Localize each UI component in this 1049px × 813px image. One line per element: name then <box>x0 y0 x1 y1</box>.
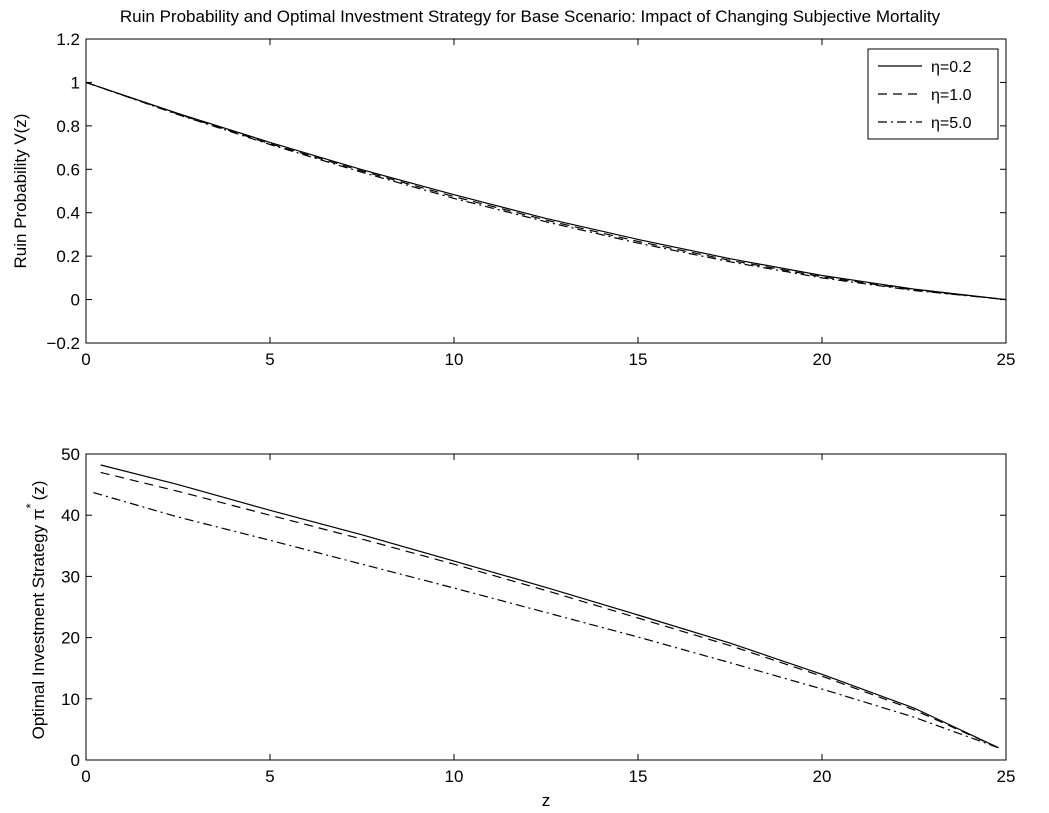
investment-strategy-x-tick-label: 0 <box>81 767 90 786</box>
legend-box <box>867 48 999 140</box>
ruin-probability-y-tick-label: 0 <box>71 291 80 310</box>
figure-title: Ruin Probability and Optimal Investment … <box>120 7 941 26</box>
ruin-probability-y-tick-label: −0.2 <box>46 334 80 353</box>
ruin-probability-y-tick-label: 0.4 <box>56 204 80 223</box>
ruin-probability-series-2-line <box>85 81 1007 301</box>
investment-strategy-x-tick-label: 5 <box>265 767 274 786</box>
investment-strategy-x-tick-label: 10 <box>445 767 464 786</box>
investment-strategy-x-tick-label: 15 <box>629 767 648 786</box>
ruin-probability-marks: 0 5 10 15 20 25−0.200.20.40.60.811.2 <box>46 30 1015 369</box>
investment-strategy-panel: 0 5 10 15 20 25 0 10 20 30 40 50 Optimal Investment… <box>23 445 1015 810</box>
investment-strategy-ylabel-superscript: * <box>23 503 38 508</box>
investment-strategy-y-tick-label: 50 <box>61 445 80 464</box>
ruin-probability-x-tick-label: 5 <box>265 350 274 369</box>
ruin-probability-x-tick-label: 15 <box>629 350 648 369</box>
legend-label-1: η=0.2 <box>931 59 972 76</box>
investment-strategy-xlabel: z <box>542 791 551 810</box>
ruin-probability-y-tick-label: 0.6 <box>56 160 80 179</box>
investment-strategy-ylabel-main: Optimal Investment Strategy π <box>29 508 48 739</box>
ruin-probability-x-tick-label: 10 <box>445 350 464 369</box>
investment-strategy-y-tick-label: 10 <box>61 690 80 709</box>
legend-label-2: η=1.0 <box>931 87 972 104</box>
investment-strategy-plot-frame <box>85 453 1007 761</box>
ruin-probability-series-3-line <box>85 81 1007 301</box>
investment-strategy-marks: 0 5 10 15 20 25 0 10 20 30 40 50 <box>61 445 1015 786</box>
ruin-probability-x-tick-label: 25 <box>997 350 1016 369</box>
investment-strategy-x-tick-label: 20 <box>813 767 832 786</box>
investment-strategy-y-tick-label: 40 <box>61 506 80 525</box>
ruin-probability-panel: 0 5 10 15 20 25−0.200.20.40.60.811.2 Ruin Pro… <box>11 30 1015 369</box>
ruin-probability-y-tick-label: 0.2 <box>56 247 80 266</box>
investment-strategy-y-tick-label: 30 <box>61 567 80 586</box>
ruin-probability-series-1-line <box>85 81 1007 301</box>
investment-strategy-ylabel: Optimal Investment Strategy π* (z) <box>23 481 48 740</box>
investment-strategy-series-3-line <box>93 492 999 749</box>
ruin-probability-y-tick-label: 0.8 <box>56 117 80 136</box>
ruin-probability-ylabel: Ruin Probability V(z) <box>11 114 30 269</box>
legend-label-3: η=5.0 <box>931 115 972 132</box>
ruin-probability-y-tick-label: 1.2 <box>56 30 80 49</box>
investment-strategy-x-tick-label: 25 <box>997 767 1016 786</box>
ruin-probability-y-tick-label: 1 <box>71 73 80 92</box>
investment-strategy-series-2-line <box>100 471 999 749</box>
ruin-probability-plot-frame <box>85 38 1007 344</box>
legend: η=0.2 η=1.0 η=5.0 <box>867 48 999 140</box>
investment-strategy-ylabel-suffix: (z) <box>29 481 48 501</box>
investment-strategy-series-1-line <box>100 464 999 749</box>
investment-strategy-y-tick-label: 20 <box>61 629 80 648</box>
ruin-probability-x-tick-label: 0 <box>81 350 90 369</box>
investment-strategy-y-tick-label: 0 <box>71 751 80 770</box>
ruin-probability-x-tick-label: 20 <box>813 350 832 369</box>
